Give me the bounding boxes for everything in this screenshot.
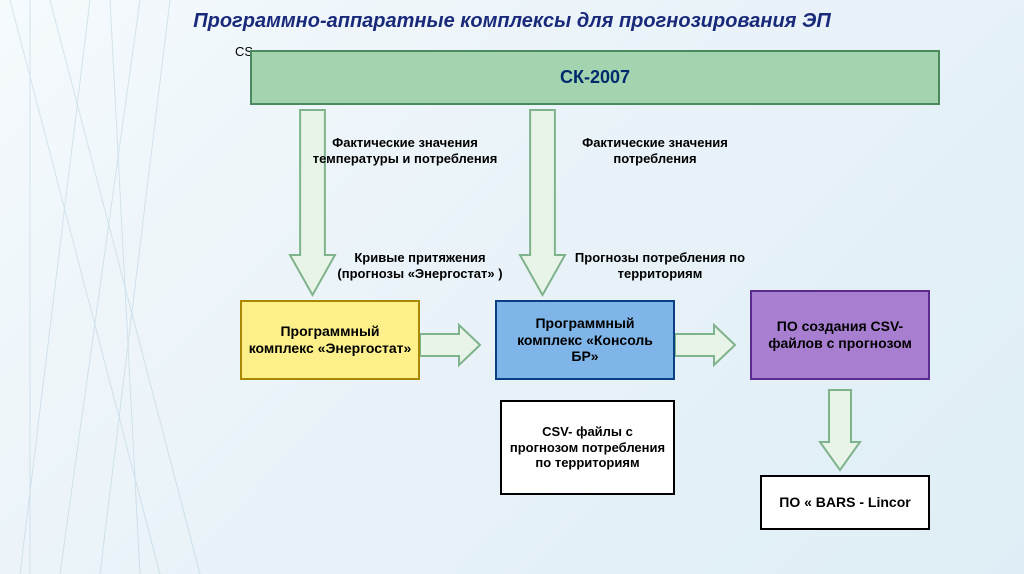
background-lines-decor	[0, 0, 220, 574]
box-sk2007-text: СК-2007	[560, 67, 630, 89]
box-csvfiles-text: CSV- файлы с прогнозом потребления по те…	[508, 424, 667, 471]
box-csvfiles: CSV- файлы с прогнозом потребления по те…	[500, 400, 675, 495]
label-l1: Фактические значения температуры и потре…	[310, 135, 500, 166]
box-csvcreate: ПО создания CSV-файлов с прогнозом	[750, 290, 930, 380]
label-l4: Прогнозы потребления по территориям	[560, 250, 760, 281]
box-konsolbr-text: Программный комплекс «Консоль БР»	[503, 315, 667, 365]
diagram-stage: СК-2007 Программный комплекс «Энергостат…	[220, 40, 980, 560]
box-sk2007: СК-2007	[250, 50, 940, 105]
box-csvcreate-text: ПО создания CSV-файлов с прогнозом	[758, 318, 922, 352]
label-l3: Кривые притяжения (прогнозы «Энергостат»…	[320, 250, 520, 281]
box-bars: ПО « BARS - Lincor	[760, 475, 930, 530]
box-konsolbr: Программный комплекс «Консоль БР»	[495, 300, 675, 380]
box-bars-text: ПО « BARS - Lincor	[779, 494, 910, 511]
box-energostat: Программный комплекс «Энергостат»	[240, 300, 420, 380]
box-energostat-text: Программный комплекс «Энергостат»	[248, 323, 412, 357]
label-l2: Фактические значения потребления	[560, 135, 750, 166]
page-title: Программно-аппаратные комплексы для прог…	[0, 10, 1024, 33]
